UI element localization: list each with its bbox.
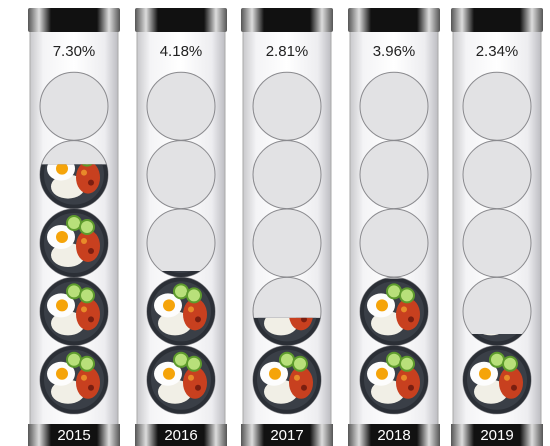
tube-cap <box>451 8 543 32</box>
x-tick-label: 2017 <box>270 427 303 444</box>
empty-slot <box>359 71 429 141</box>
plate <box>39 208 109 278</box>
value-label: 4.18% <box>160 43 203 60</box>
x-tick-label: 2015 <box>57 427 90 444</box>
x-tick-label: 2019 <box>480 427 513 444</box>
empty-slot <box>359 140 429 210</box>
value-label: 3.96% <box>373 43 416 60</box>
plate <box>462 344 532 414</box>
empty-slot <box>359 208 429 278</box>
tube-cap <box>28 8 120 32</box>
plate <box>39 276 109 347</box>
empty-slot <box>252 208 322 278</box>
plate <box>39 344 109 414</box>
empty-slot <box>146 140 216 210</box>
empty-slot <box>146 71 216 141</box>
tube-cap <box>241 8 333 32</box>
empty-slot <box>462 71 532 141</box>
year-bar <box>241 424 333 446</box>
plate <box>359 344 429 414</box>
year-bar <box>348 424 440 446</box>
empty-slot <box>252 140 322 210</box>
tube-cap <box>135 8 227 32</box>
empty-slot <box>146 208 216 278</box>
empty-slot <box>39 71 109 141</box>
plate <box>146 344 216 414</box>
year-bar <box>135 424 227 446</box>
tube-cap <box>348 8 440 32</box>
plate <box>252 344 322 415</box>
value-label: 2.81% <box>266 43 309 60</box>
year-bar <box>451 424 543 446</box>
x-tick-label: 2018 <box>377 427 410 444</box>
year-bar <box>28 424 120 446</box>
empty-slot <box>252 71 322 141</box>
x-tick-label: 2016 <box>164 427 197 444</box>
value-label: 2.34% <box>476 43 519 60</box>
plate <box>146 276 216 347</box>
plate <box>359 278 429 347</box>
empty-slot <box>462 140 532 210</box>
value-label: 7.30% <box>53 43 96 60</box>
empty-slot <box>462 208 532 278</box>
